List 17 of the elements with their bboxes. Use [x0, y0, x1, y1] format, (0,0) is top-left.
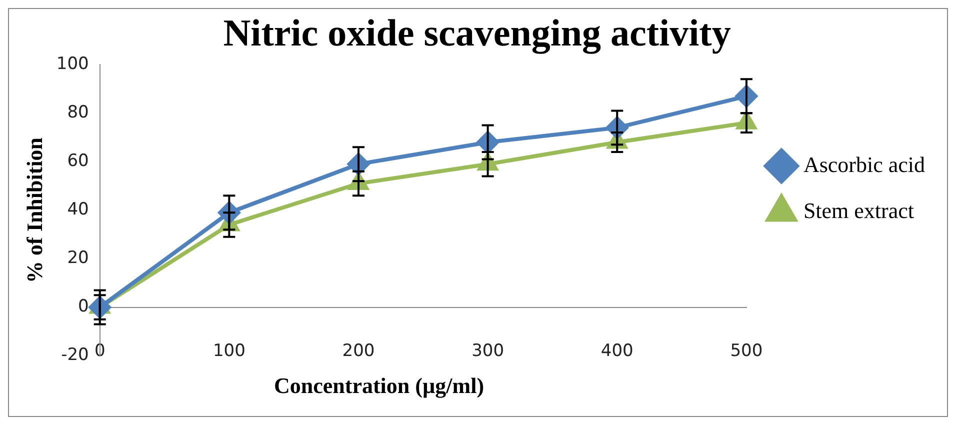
x-axis-title: Concentration (µg/ml)	[272, 373, 486, 399]
x-tick-label: 300	[472, 340, 504, 361]
y-tick-label: 40	[67, 200, 89, 220]
x-tick-label: 500	[730, 340, 763, 361]
y-tick-label: 100	[56, 54, 89, 74]
y-tick-label: 0	[78, 296, 89, 317]
chart-title: Nitric oxide scavenging activity	[223, 12, 731, 55]
y-tick-label: 80	[67, 102, 89, 123]
y-tick-label: 60	[67, 151, 89, 172]
x-tick-label: 400	[600, 340, 634, 361]
y-tick-label: 20	[67, 248, 89, 268]
x-tick-label: 100	[212, 340, 246, 361]
x-tick-label: 200	[342, 340, 375, 361]
y-axis-title: % of Inhibition	[22, 137, 47, 283]
legend-label: Ascorbic acid	[803, 152, 926, 177]
y-tick-label: -20	[61, 345, 89, 366]
legend-label: Stem extract	[803, 198, 914, 223]
